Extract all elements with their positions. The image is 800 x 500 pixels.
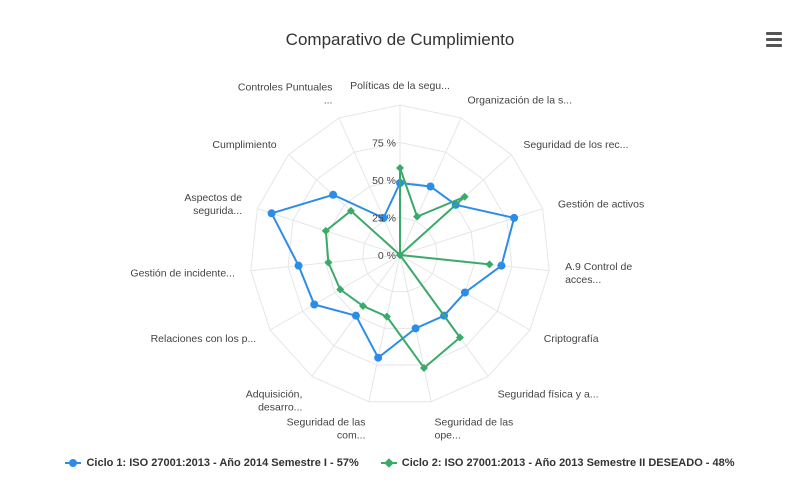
category-label-13: Aspectos de segurida...: [184, 192, 242, 217]
grid-spoke-9: [368, 254, 401, 402]
grid-spoke-15: [338, 117, 401, 256]
series-2-point-10[interactable]: [358, 301, 367, 310]
series-1-point-9[interactable]: [374, 353, 383, 362]
series-2-point-13[interactable]: [321, 226, 330, 235]
series-line-2: [324, 167, 491, 369]
series-1-point-11[interactable]: [310, 300, 319, 309]
legend-item-series-2[interactable]: Ciclo 2: ISO 27001:2013 - Año 2013 Semes…: [380, 457, 735, 469]
category-label-8: Seguridad de las ope...: [435, 416, 514, 441]
series-layer: [267, 164, 519, 372]
legend: Ciclo 1: ISO 27001:2013 - Año 2014 Semes…: [0, 457, 800, 469]
category-labels: Políticas de la segu... Organización de l…: [130, 80, 644, 441]
tick-label-2: 25 %: [372, 213, 396, 225]
series-1-point-6[interactable]: [460, 288, 469, 297]
series-1-point-10[interactable]: [351, 311, 360, 320]
series-2-point-7[interactable]: [455, 333, 464, 342]
category-label-1: Políticas de la segu...: [350, 80, 450, 92]
category-label-2: Organización de la s...: [468, 94, 572, 106]
category-label-4: Gestión de activos: [558, 199, 644, 211]
legend-label-series-2: Ciclo 2: ISO 27001:2013 - Año 2013 Semes…: [401, 457, 735, 469]
series-1-point-14[interactable]: [329, 190, 338, 199]
legend-item-series-1[interactable]: Ciclo 1: ISO 27001:2013 - Año 2014 Semes…: [65, 457, 359, 469]
series-line-1: [270, 182, 516, 359]
category-label-12: Gestión de incidente...: [130, 267, 234, 279]
series-2-point-9[interactable]: [382, 312, 391, 321]
series-1-point-12[interactable]: [294, 261, 303, 270]
grid-ring-4: [250, 104, 550, 403]
series-2-point-2[interactable]: [413, 212, 422, 221]
tick-label-3: 50 %: [372, 175, 396, 187]
series-2-point-1[interactable]: [396, 164, 404, 172]
category-label-3: Seguridad de los rec...: [523, 139, 628, 151]
category-label-5: A.9 Control de acces...: [565, 261, 632, 286]
grid-ring-3: [287, 141, 513, 366]
hamburger-menu-icon[interactable]: [766, 32, 782, 47]
tick-label-1: 0 %: [378, 250, 396, 262]
category-label-10: Adquisición, desarro...: [246, 388, 303, 413]
series-1-point-13[interactable]: [267, 209, 276, 218]
series-2-point-3[interactable]: [460, 192, 469, 201]
series-2-point-11[interactable]: [336, 285, 345, 294]
category-label-9: Seguridad de las com...: [287, 416, 366, 441]
series-1-point-2[interactable]: [426, 182, 435, 191]
category-label-15: Controles Puntuales...: [238, 81, 333, 106]
legend-marker-diamond-icon: [380, 458, 397, 468]
grid-spoke-11: [269, 254, 401, 331]
category-label-7: Seguridad física y a...: [498, 388, 599, 400]
grid-ring-2: [324, 179, 476, 329]
series-2-point-14[interactable]: [346, 206, 355, 215]
series-2-point-8[interactable]: [420, 363, 429, 372]
series-1-point-5[interactable]: [497, 261, 506, 270]
grid-ring-1: [362, 216, 438, 293]
category-label-11: Relaciones con los p...: [151, 333, 257, 345]
category-label-14: Cumplimiento: [212, 139, 276, 151]
tick-label-4: 75 %: [372, 138, 396, 150]
radar-chart: Políticas de la segu... Organización de l…: [130, 80, 644, 441]
legend-label-series-1: Ciclo 1: ISO 27001:2013 - Año 2014 Semes…: [86, 457, 359, 469]
chart-title: Comparativo de Cumplimiento: [285, 30, 515, 49]
series-1-point-4[interactable]: [510, 213, 519, 222]
radial-tick-labels: 0 % 25 % 50 % 75 %: [372, 138, 396, 263]
category-label-6: Criptografía: [544, 333, 599, 345]
series-2-point-12[interactable]: [324, 258, 333, 267]
series-2-point-15[interactable]: [396, 251, 404, 259]
legend-marker-circle-icon: [65, 458, 82, 468]
series-2-point-5[interactable]: [485, 260, 494, 269]
series-1-point-15[interactable]: [379, 214, 388, 223]
series-1-point-8[interactable]: [411, 324, 420, 333]
grid-spoke-4: [399, 208, 543, 256]
